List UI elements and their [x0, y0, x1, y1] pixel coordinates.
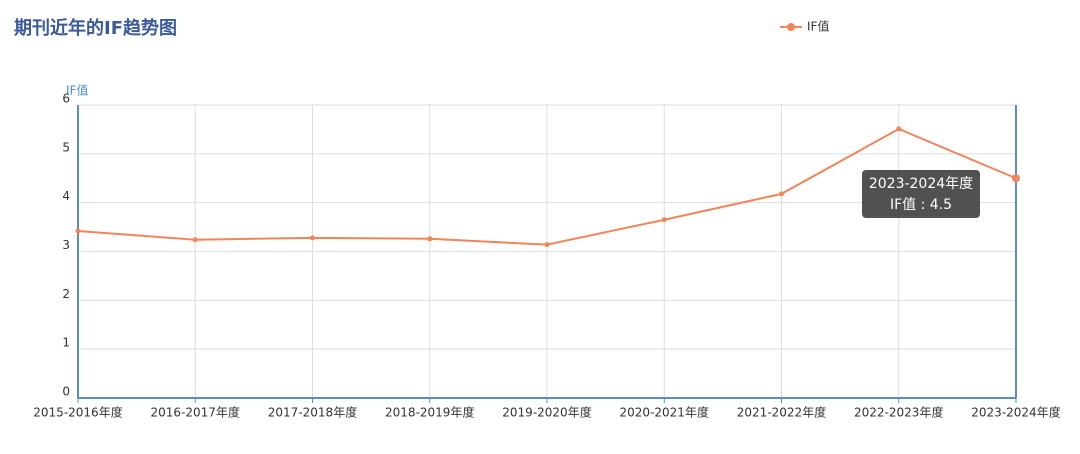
tooltip-line: 2023-2024年度: [869, 176, 973, 192]
data-point: [661, 217, 667, 223]
x-tick-label: 2017-2018年度: [268, 405, 357, 420]
y-tick-label: 5: [62, 140, 70, 154]
chart-title: 期刊近年的IF趋势图: [14, 17, 177, 39]
y-axis-label: IF值: [66, 83, 88, 98]
data-point: [779, 191, 784, 197]
x-tick-label: 2019-2020年度: [502, 405, 591, 420]
y-tick-label: 6: [62, 92, 70, 106]
x-tick-label: 2023-2024年度: [971, 405, 1060, 420]
data-point: [310, 235, 315, 241]
y-tick-label: 2: [62, 287, 70, 301]
data-point: [896, 126, 902, 132]
x-tick-label: 2015-2016年度: [33, 405, 122, 420]
tooltip-box: [862, 170, 980, 218]
x-tick-label: 2018-2019年度: [385, 405, 474, 420]
data-point: [75, 228, 81, 234]
y-tick-label: 1: [62, 336, 70, 350]
data-point: [192, 237, 198, 243]
x-tick-label: 2016-2017年度: [151, 405, 240, 420]
data-point: [1012, 174, 1020, 183]
data-point: [544, 242, 550, 248]
x-tick-label: 2020-2021年度: [620, 405, 709, 420]
data-point: [427, 236, 433, 242]
legend-label: IF值: [807, 19, 829, 34]
y-tick-label: 3: [62, 238, 70, 252]
y-tick-label: 0: [62, 385, 70, 399]
legend-marker: [787, 23, 795, 31]
x-tick-label: 2021-2022年度: [737, 405, 826, 420]
tooltip-line: IF值 : 4.5: [890, 197, 952, 213]
x-tick-label: 2022-2023年度: [854, 405, 943, 420]
y-tick-label: 4: [62, 189, 70, 203]
tooltip: 2023-2024年度 IF值 : 4.5: [862, 170, 980, 218]
